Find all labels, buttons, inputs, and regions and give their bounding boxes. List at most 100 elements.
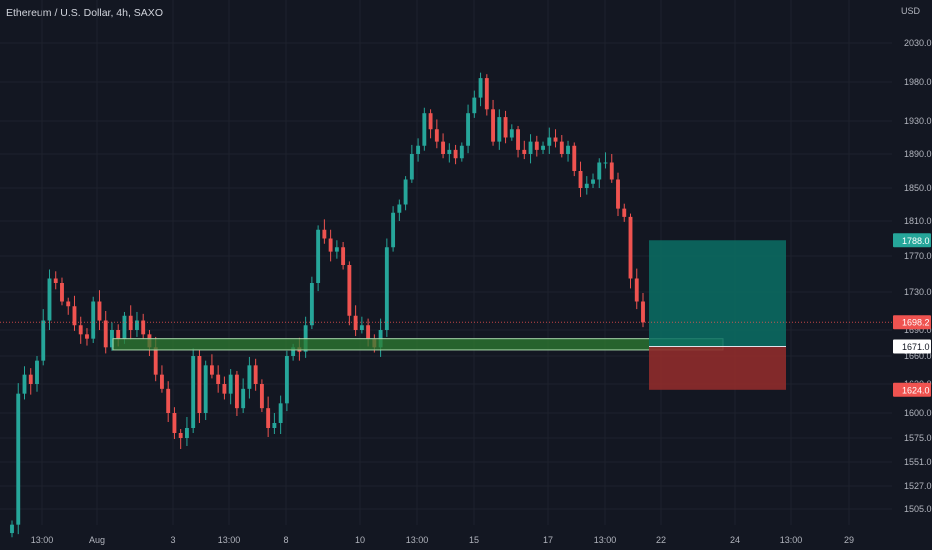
- candle-body: [160, 374, 164, 389]
- candle-body: [559, 141, 564, 154]
- candle-body: [584, 183, 589, 188]
- candle-body: [491, 109, 495, 142]
- price-tick-label: 1600.0: [904, 408, 932, 418]
- candle-body: [241, 388, 246, 409]
- candle-body: [153, 347, 158, 375]
- candle-body: [509, 129, 514, 138]
- price-tag-label-stop: 1624.0: [902, 385, 930, 395]
- price-tag-label-target: 1788.0: [902, 236, 930, 246]
- candle-body: [41, 320, 46, 361]
- candle-body: [503, 117, 508, 138]
- price-tick-label: 1575.0: [904, 433, 932, 443]
- candle-body: [234, 374, 239, 409]
- candle-body: [97, 301, 102, 321]
- candle-body: [366, 325, 371, 339]
- candle-body: [35, 360, 39, 384]
- candle-body: [316, 229, 321, 283]
- currency-label: USD: [900, 6, 920, 16]
- time-tick-label: Aug: [89, 535, 105, 545]
- candle-body: [78, 325, 83, 335]
- candle-body: [478, 78, 483, 98]
- candle-body: [66, 301, 71, 307]
- candle-body: [178, 433, 183, 438]
- candle-body: [328, 238, 333, 252]
- time-tick-label: 13:00: [218, 535, 241, 545]
- candle-body: [553, 137, 558, 142]
- candle-body: [466, 113, 471, 146]
- candle-body: [191, 356, 196, 428]
- candle-body: [209, 365, 214, 375]
- time-tick-label: 10: [355, 535, 365, 545]
- candle-body: [516, 129, 520, 150]
- candle-body: [10, 524, 14, 534]
- candle-body: [616, 179, 620, 209]
- candle-body: [47, 278, 52, 321]
- candle-body: [291, 347, 296, 356]
- candle-body: [166, 388, 171, 413]
- candle-body: [72, 306, 77, 326]
- price-tick-label: 1730.0: [904, 287, 932, 297]
- candle-body: [322, 229, 327, 239]
- time-tick-label: 13:00: [780, 535, 803, 545]
- candle-body: [122, 315, 127, 339]
- candle-body: [228, 374, 233, 394]
- candle-body: [534, 141, 539, 150]
- candle-body: [28, 374, 33, 384]
- price-tick-label: 1770.0: [904, 251, 932, 261]
- candle-body: [222, 384, 227, 394]
- candle-body: [547, 137, 552, 146]
- candle-body: [459, 145, 464, 159]
- time-tick-label: 8: [283, 535, 288, 545]
- candle-body: [22, 374, 27, 394]
- candle-body: [384, 247, 389, 330]
- candle-body: [441, 141, 446, 154]
- candle-body: [353, 315, 358, 330]
- price-tag-label-last: 1698.2: [902, 318, 930, 328]
- candle-body: [253, 365, 258, 384]
- candle-body: [603, 162, 608, 164]
- candle-body: [541, 145, 545, 150]
- candle-body: [53, 278, 58, 283]
- price-tag-label-entry: 1671.0: [902, 342, 930, 352]
- price-tick-label: 1527.0: [904, 481, 932, 491]
- candle-body: [135, 320, 139, 330]
- candle-body: [591, 179, 595, 184]
- candle-body: [428, 113, 433, 130]
- candle-body: [597, 162, 602, 180]
- time-tick-label: 17: [543, 535, 553, 545]
- price-tag-last: [893, 315, 931, 330]
- candle-body: [522, 149, 527, 154]
- price-tick-label: 1850.0: [904, 183, 932, 193]
- time-tick-label: 15: [469, 535, 479, 545]
- candle-body: [278, 403, 283, 423]
- price-tick-label: 1980.0: [904, 77, 932, 87]
- price-tick-label: 1930.0: [904, 116, 932, 126]
- candle-body: [172, 413, 177, 433]
- candle-body: [572, 145, 577, 171]
- candle-body: [247, 365, 252, 389]
- candle-body: [528, 141, 533, 154]
- candle-body: [259, 384, 264, 409]
- candle-body: [128, 315, 133, 330]
- candle-body: [453, 149, 458, 159]
- position-stop-area: [649, 346, 786, 390]
- candle-body: [60, 283, 64, 302]
- price-tag-target: [893, 233, 931, 248]
- candle-body: [347, 265, 352, 316]
- candle-body: [566, 145, 570, 154]
- position-target-area: [649, 240, 786, 347]
- candle-body: [309, 283, 314, 326]
- candle-body: [85, 334, 89, 339]
- candle-body: [359, 325, 364, 330]
- time-tick-label: 24: [730, 535, 740, 545]
- candle-body: [472, 97, 477, 114]
- candle-body: [103, 320, 108, 348]
- candle-body: [16, 393, 21, 525]
- candle-body: [116, 330, 121, 339]
- price-tick-label: 1551.0: [904, 457, 932, 467]
- candle-body: [422, 113, 427, 146]
- time-tick-label: 13:00: [594, 535, 617, 545]
- candle-body: [447, 149, 452, 154]
